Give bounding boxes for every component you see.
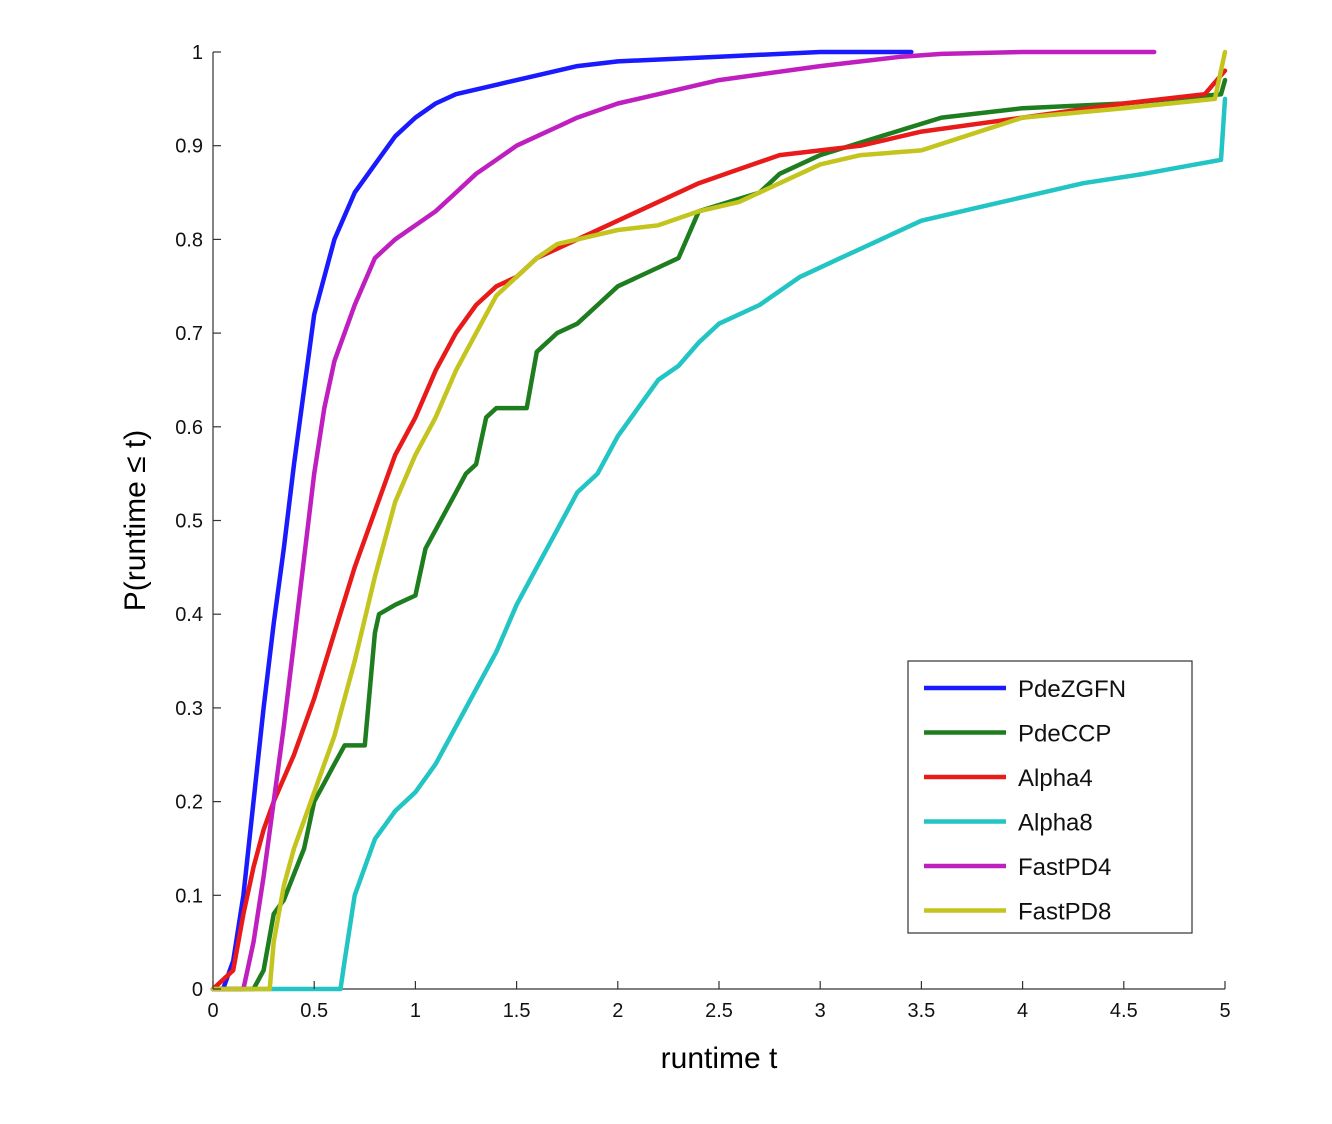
- legend-label-pdezgfn: PdeZGFN: [1018, 676, 1126, 703]
- legend-label-fastpd4: FastPD4: [1018, 854, 1111, 881]
- series-line-fastpd4: [210, 49, 1157, 992]
- y-tick-label: 1: [192, 42, 203, 64]
- x-tick-label: 3: [815, 1000, 826, 1022]
- y-tick-label: 0.1: [175, 885, 203, 907]
- x-tick-label: 2.5: [705, 1000, 733, 1022]
- x-tick-label: 3.5: [907, 1000, 935, 1022]
- x-axis-title: runtime t: [661, 1042, 778, 1075]
- ticks-layer: 0 0.5 1 1.5 2 2.5 3 3.5 4 4.5 5 0 0.1 0.2 0.3 0.4 0.5 0.6…: [175, 42, 1230, 1022]
- series-layer: [210, 49, 1228, 992]
- x-tick-label: 0: [207, 1000, 218, 1022]
- legend-box: [907, 660, 1193, 934]
- y-tick-label: 0.2: [175, 792, 203, 814]
- y-tick-label: 0.7: [175, 323, 203, 345]
- legend: PdeZGFN PdeCCP Alpha4 Alpha8 FastPD4 FastPD8: [907, 660, 1193, 934]
- series-line-alpha8: [210, 96, 1228, 992]
- x-tick-label: 4.5: [1110, 1000, 1138, 1022]
- y-tick-label: 0.4: [175, 604, 203, 626]
- series-line-fastpd8: [210, 49, 1228, 992]
- x-tick-label: 4: [1017, 1000, 1028, 1022]
- series-line-pdezgfn: [210, 49, 914, 992]
- legend-label-alpha8: Alpha8: [1018, 810, 1093, 837]
- x-tick-label: 1.5: [503, 1000, 531, 1022]
- y-tick-label: 0.3: [175, 698, 203, 720]
- y-tick-label: 0.9: [175, 136, 203, 158]
- y-axis-title: P(runtime ≤ t): [119, 430, 152, 612]
- series-line-alpha4: [210, 68, 1228, 992]
- y-tick-label: 0: [192, 979, 203, 1001]
- x-tick-label: 0.5: [300, 1000, 328, 1022]
- x-tick-label: 5: [1219, 1000, 1230, 1022]
- y-tick-label: 0.6: [175, 417, 203, 439]
- x-tick-label: 2: [612, 1000, 623, 1022]
- x-tick-label: 1: [410, 1000, 421, 1022]
- legend-label-alpha4: Alpha4: [1018, 765, 1093, 792]
- y-tick-label: 0.5: [175, 511, 203, 533]
- y-tick-label: 0.8: [175, 229, 203, 251]
- series-line-pdeccp: [210, 77, 1228, 992]
- legend-label-fastpd8: FastPD8: [1018, 899, 1111, 926]
- legend-label-pdeccp: PdeCCP: [1018, 721, 1111, 748]
